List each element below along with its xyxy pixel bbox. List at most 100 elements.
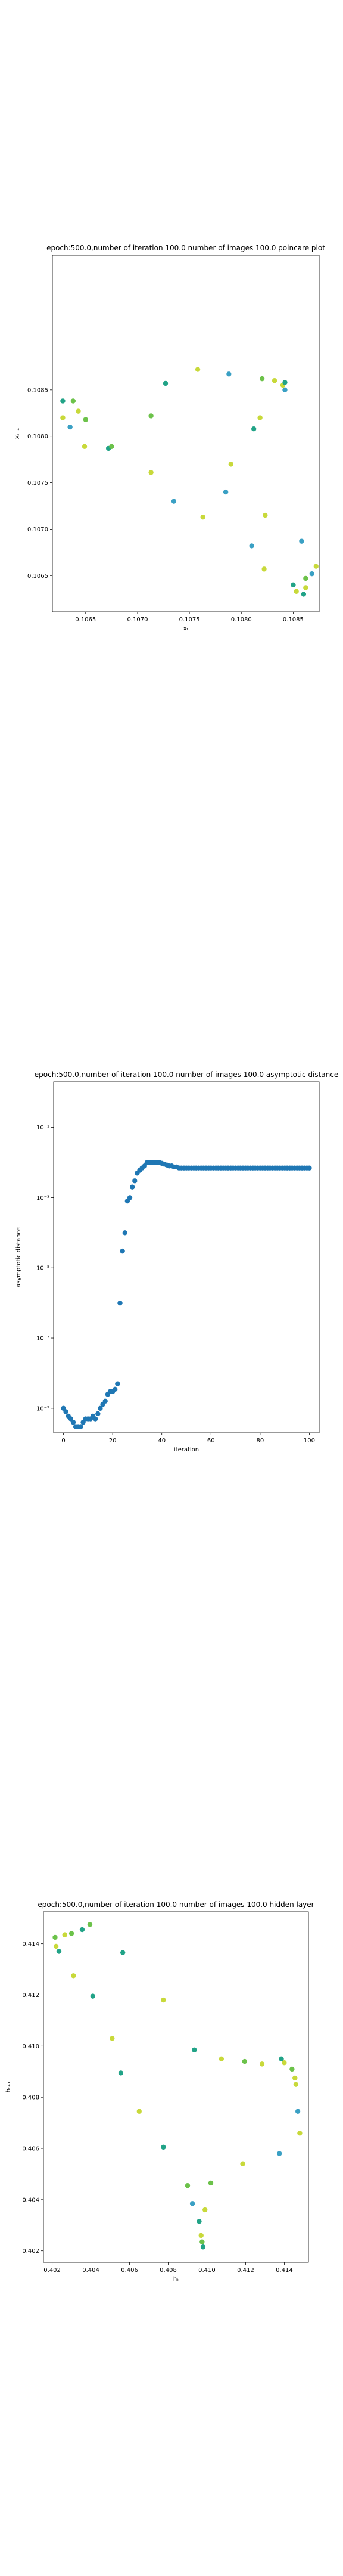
y-axis-label: asymptotic distance <box>15 1227 22 1287</box>
data-point <box>56 1949 62 1954</box>
data-point <box>293 2082 299 2087</box>
y-tick-label: 0.1080 <box>27 434 48 440</box>
data-point <box>263 512 268 518</box>
data-point <box>127 1195 133 1200</box>
data-point <box>161 1997 166 2003</box>
y-tick-label: 0.412 <box>22 1992 39 1999</box>
data-point <box>110 2036 115 2041</box>
data-point <box>198 2233 204 2238</box>
x-tick-label: 0.1075 <box>179 617 200 623</box>
y-tick-label: 10⁻⁹ <box>36 1405 49 1412</box>
data-point <box>83 417 88 422</box>
x-tick-label: 40 <box>158 1438 166 1444</box>
asymptotic-distance-plot: epoch:500.0,number of iteration 100.0 nu… <box>15 1070 338 1453</box>
x-tick-label: 0.1085 <box>283 617 304 623</box>
data-point <box>60 415 66 420</box>
data-point <box>200 2244 206 2250</box>
data-point <box>202 2207 208 2213</box>
data-point <box>297 2131 303 2136</box>
data-point <box>148 470 154 475</box>
data-point <box>90 1993 96 1999</box>
data-point <box>115 1381 120 1386</box>
data-point <box>52 1934 58 1940</box>
data-point <box>240 2161 245 2166</box>
x-axis-label: hₜ <box>173 2276 179 2283</box>
y-tick-label: 0.404 <box>22 2197 39 2203</box>
chart-title: epoch:500.0,number of iteration 100.0 nu… <box>35 1070 338 1079</box>
y-axis-label: hₜ₊₁ <box>5 2082 12 2093</box>
x-tick-label: 0.402 <box>43 2267 61 2274</box>
x-axis-label: iteration <box>174 1447 199 1453</box>
data-point <box>70 398 76 404</box>
x-tick-label: 0.404 <box>82 2267 99 2274</box>
data-point <box>102 1398 108 1404</box>
y-tick-label: 0.1075 <box>27 480 48 487</box>
y-tick-label: 0.410 <box>22 2044 39 2050</box>
data-point <box>120 1950 126 1955</box>
data-point <box>197 2219 202 2224</box>
data-point <box>282 387 288 393</box>
data-point <box>299 538 304 544</box>
data-point <box>82 444 88 450</box>
data-point <box>295 2109 301 2114</box>
data-point <box>313 564 319 569</box>
data-point <box>71 1973 76 1979</box>
data-point <box>292 2075 298 2081</box>
data-point <box>129 1184 135 1190</box>
data-point <box>87 1922 93 1927</box>
data-point <box>199 2239 205 2244</box>
y-tick-label: 0.1065 <box>27 573 48 580</box>
data-point <box>192 2047 197 2052</box>
data-point <box>228 462 234 467</box>
x-axis-label: xₜ <box>183 626 189 632</box>
data-point <box>208 2180 214 2186</box>
data-point <box>113 1386 118 1392</box>
plot-frame <box>43 1911 309 2263</box>
data-point <box>132 1178 138 1184</box>
y-tick-label: 0.408 <box>22 2095 39 2101</box>
data-point <box>223 489 229 495</box>
data-point <box>259 376 265 382</box>
x-tick-label: 0.410 <box>198 2267 216 2274</box>
data-point <box>200 514 205 520</box>
data-point <box>62 1932 67 1937</box>
data-point <box>251 426 257 432</box>
x-tick-label: 0.1070 <box>127 617 148 623</box>
data-point <box>303 575 308 581</box>
plot-frame <box>52 255 320 612</box>
y-tick-label: 10⁻¹ <box>36 1125 49 1131</box>
x-tick-label: 20 <box>109 1438 117 1444</box>
data-point <box>282 2060 287 2066</box>
data-point <box>189 2201 195 2206</box>
data-point <box>301 592 307 597</box>
data-point <box>185 2183 191 2188</box>
data-point <box>307 1165 312 1171</box>
poincare-plot-panel: epoch:500.0,number of iteration 100.0 nu… <box>0 227 343 656</box>
data-point <box>78 1424 83 1429</box>
y-tick-label: 10⁻⁵ <box>36 1265 49 1272</box>
data-point <box>76 408 81 414</box>
x-tick-label: 100 <box>304 1438 315 1444</box>
data-point <box>148 413 154 419</box>
data-point <box>242 2058 248 2064</box>
x-tick-label: 60 <box>207 1438 215 1444</box>
x-tick-label: 0 <box>61 1438 65 1444</box>
data-point <box>171 499 177 504</box>
y-tick-label: 0.1070 <box>27 527 48 533</box>
chart-title: epoch:500.0,number of iteration 100.0 nu… <box>46 244 325 252</box>
data-point <box>67 424 73 430</box>
y-tick-label: 0.414 <box>22 1941 39 1948</box>
data-point <box>53 1943 59 1949</box>
y-tick-label: 0.1085 <box>27 387 48 394</box>
data-point <box>282 380 288 385</box>
data-point <box>291 582 296 588</box>
data-point <box>79 1927 85 1933</box>
data-point <box>63 1409 68 1414</box>
data-point <box>277 2151 282 2156</box>
data-point <box>93 1416 98 1422</box>
data-point <box>163 380 169 386</box>
data-point <box>279 2056 284 2061</box>
data-point <box>303 585 308 590</box>
data-point <box>272 378 277 383</box>
data-point <box>309 571 314 577</box>
